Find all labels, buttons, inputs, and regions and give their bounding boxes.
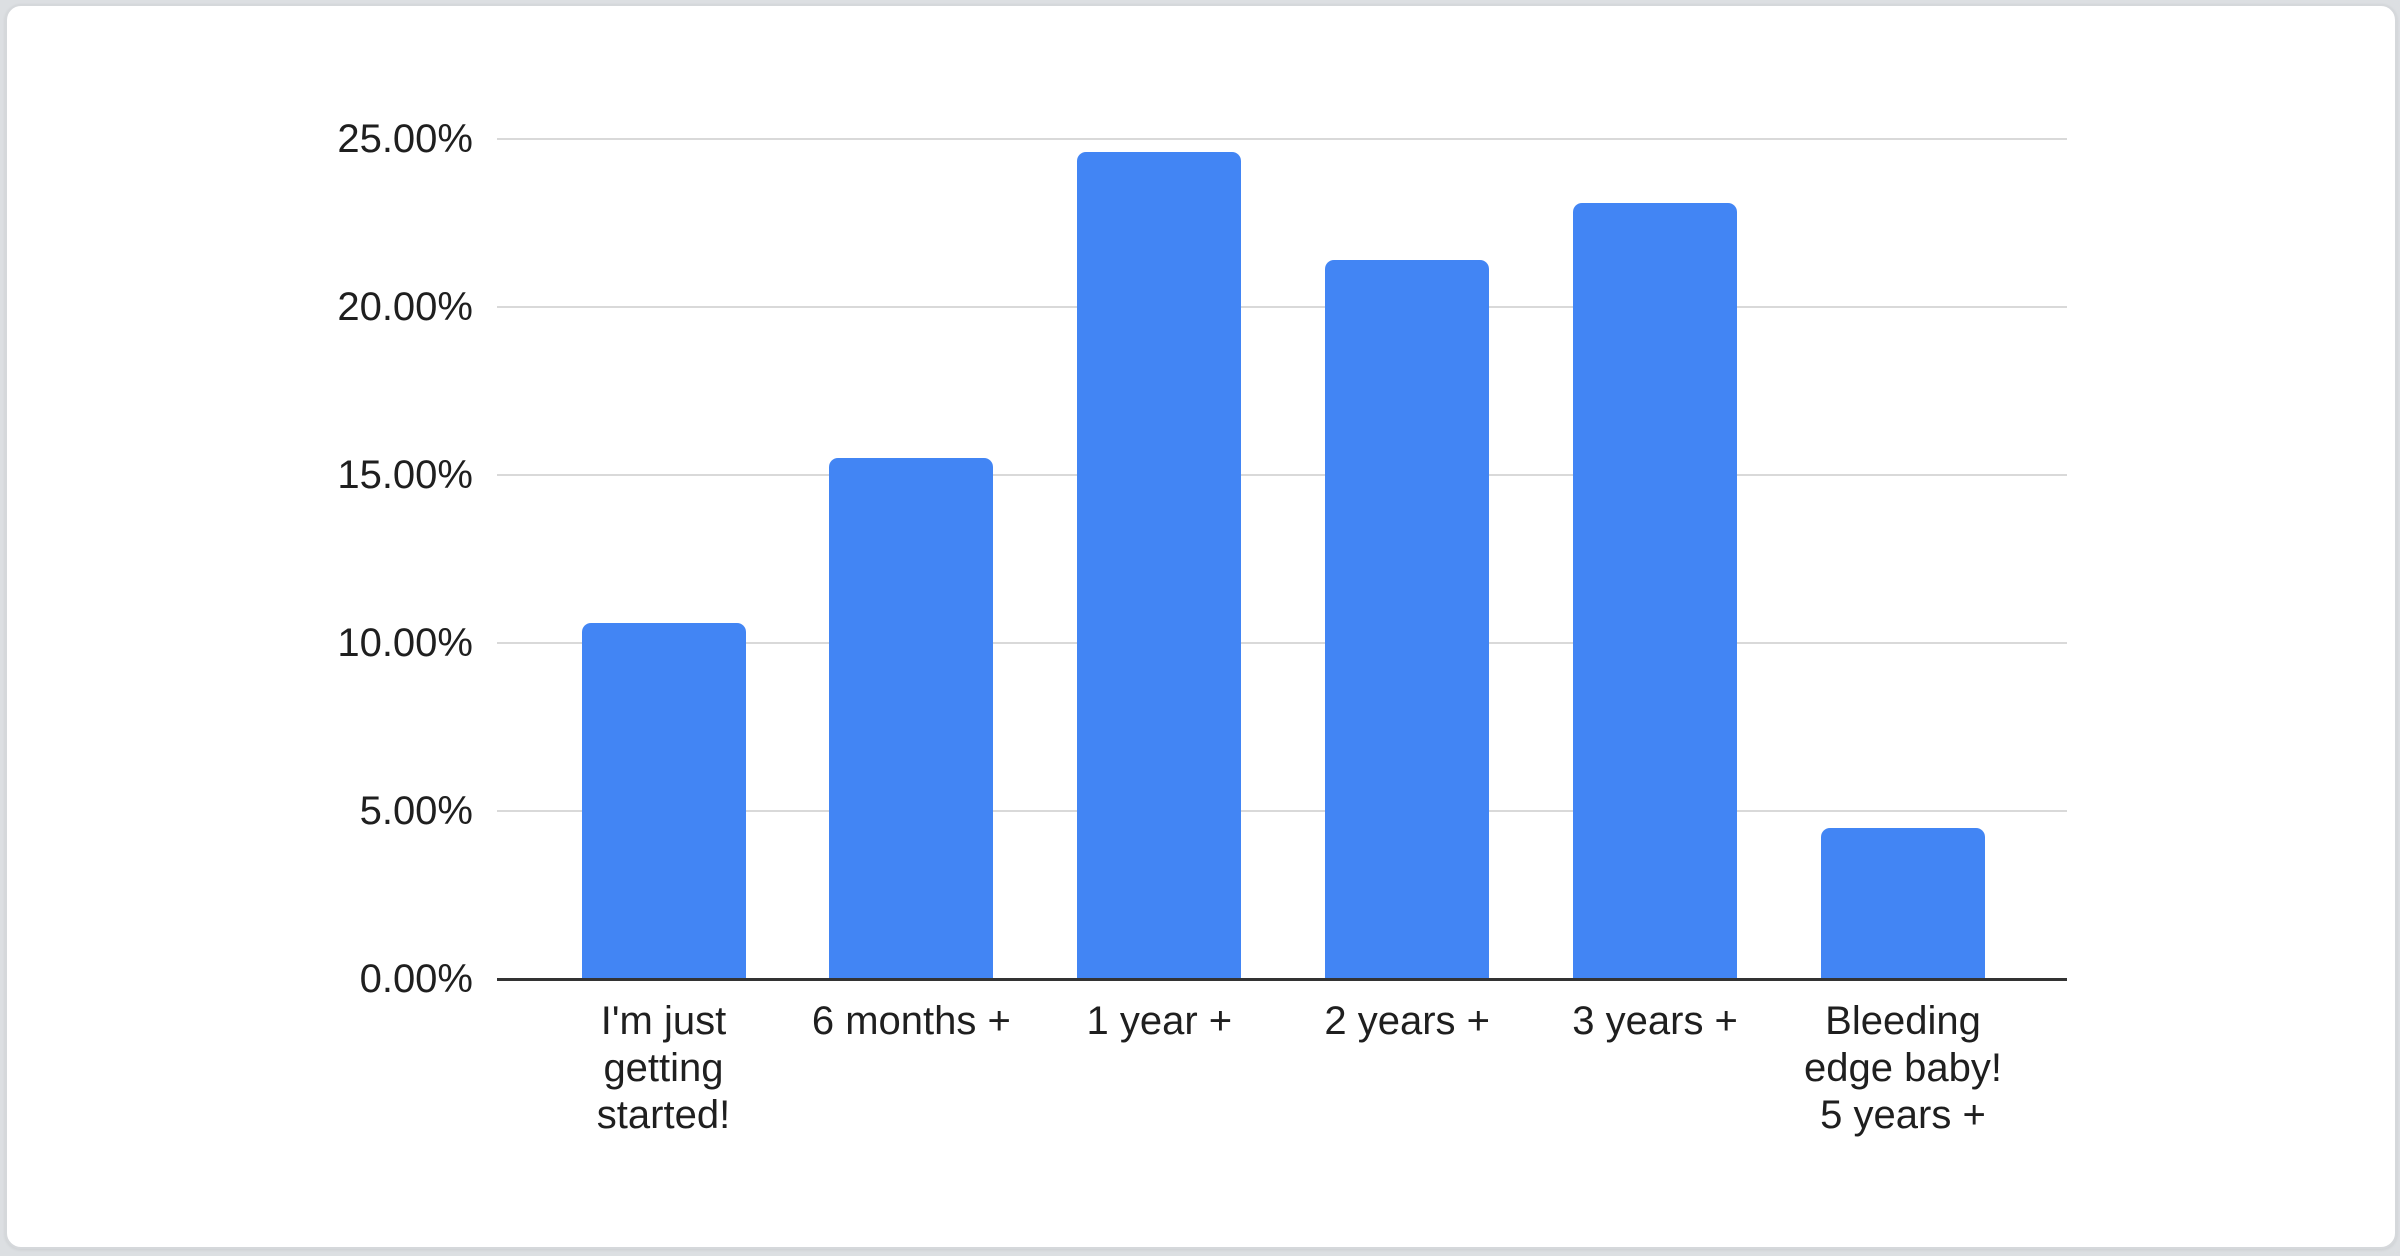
gridline bbox=[497, 306, 2067, 308]
bar-6[interactable] bbox=[1821, 827, 1985, 979]
x-axis-line bbox=[497, 978, 2067, 981]
y-axis-tick-label: 0.00% bbox=[359, 957, 473, 1001]
y-axis-tick-label: 20.00% bbox=[337, 285, 473, 329]
y-axis-tick-label: 25.00% bbox=[337, 117, 473, 161]
gridline bbox=[497, 138, 2067, 140]
x-axis-category-label: 2 years + bbox=[1324, 999, 1491, 1043]
gridline bbox=[497, 642, 2067, 644]
y-axis-tick-label: 10.00% bbox=[337, 621, 473, 665]
x-axis-category-label: 6 months + bbox=[811, 999, 1011, 1043]
gridline bbox=[497, 810, 2067, 812]
x-axis-category-label: 3 years + bbox=[1572, 999, 1738, 1043]
gridline bbox=[497, 474, 2067, 476]
y-axis-tick-label: 5.00% bbox=[359, 789, 473, 833]
x-axis-category-label: 1 year + bbox=[1086, 999, 1233, 1043]
bar-3[interactable] bbox=[1077, 152, 1242, 979]
bar-2[interactable] bbox=[829, 458, 994, 979]
bar-5[interactable] bbox=[1573, 202, 1738, 979]
y-axis-tick-label: 15.00% bbox=[337, 453, 473, 497]
bar-4[interactable] bbox=[1325, 259, 1490, 979]
x-axis-category-label: Bleeding edge baby! 5 years + bbox=[1804, 999, 2002, 1137]
x-axis-category-label: I'm just getting started! bbox=[596, 999, 731, 1137]
bar-1[interactable] bbox=[581, 622, 746, 979]
